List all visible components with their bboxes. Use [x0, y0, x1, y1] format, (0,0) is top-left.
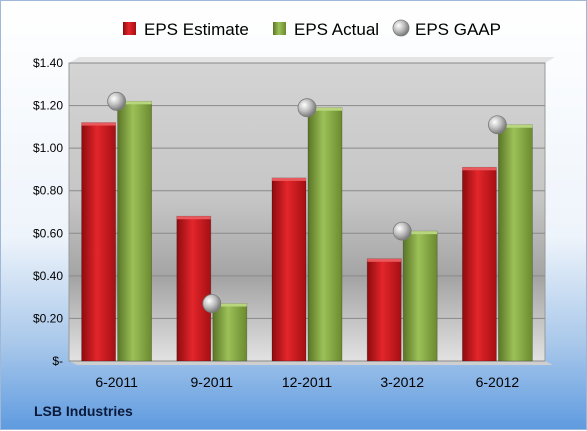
y-tick-label: $0.20 — [33, 311, 63, 325]
marker-eps-gaap — [297, 98, 317, 118]
bar-eps-estimate — [461, 166, 497, 362]
bar-top-cap — [403, 231, 438, 235]
bar-eps-actual — [402, 230, 438, 362]
legend-swatch — [392, 19, 410, 37]
bar-top-cap — [367, 258, 402, 262]
bar-eps-actual — [497, 124, 533, 362]
y-tick-label: $1.00 — [33, 141, 63, 155]
y-tick-label: $1.20 — [33, 99, 63, 113]
y-tick-label: $- — [52, 354, 63, 368]
bar-eps-estimate — [81, 122, 116, 362]
bar-top-cap — [272, 177, 306, 181]
bar-top-cap — [117, 101, 152, 105]
legend-swatch — [123, 22, 136, 35]
plot-floor — [69, 361, 553, 365]
bar-top-cap — [212, 303, 247, 307]
x-tick-label: 6-2011 — [95, 374, 138, 390]
marker-eps-gaap — [392, 221, 412, 241]
bar-top-cap — [176, 216, 211, 220]
y-tick-label: $0.60 — [33, 226, 63, 240]
marker-eps-gaap — [487, 115, 507, 135]
bar-eps-actual — [117, 100, 152, 362]
bar-top-cap — [498, 124, 533, 128]
x-tick-label: 12-2011 — [282, 374, 333, 390]
y-tick-label: $1.40 — [33, 56, 63, 70]
bar-eps-actual — [307, 107, 343, 362]
legend-label: EPS GAAP — [415, 20, 501, 39]
x-tick-label: 3-2012 — [380, 374, 424, 390]
bar-top-cap — [81, 122, 116, 126]
legend-label: EPS Actual — [294, 20, 379, 39]
y-tick-label: $0.40 — [33, 269, 63, 283]
x-tick-label: 6-2012 — [476, 374, 520, 390]
marker-eps-gaap — [202, 294, 222, 313]
bar-eps-actual — [212, 303, 248, 362]
plot-top-wall — [69, 57, 555, 63]
y-tick-label: $0.80 — [33, 184, 63, 198]
bar-eps-estimate — [366, 258, 402, 362]
bar-top-cap — [462, 167, 497, 171]
company-name: LSB Industries — [34, 403, 133, 419]
bar-eps-estimate — [271, 177, 307, 362]
marker-eps-gaap — [107, 91, 126, 111]
legend-swatch — [273, 22, 286, 35]
bar-eps-estimate — [176, 215, 212, 362]
x-tick-label: 9-2011 — [191, 374, 234, 390]
legend-label: EPS Estimate — [144, 20, 249, 39]
bar-top-cap — [308, 107, 342, 111]
